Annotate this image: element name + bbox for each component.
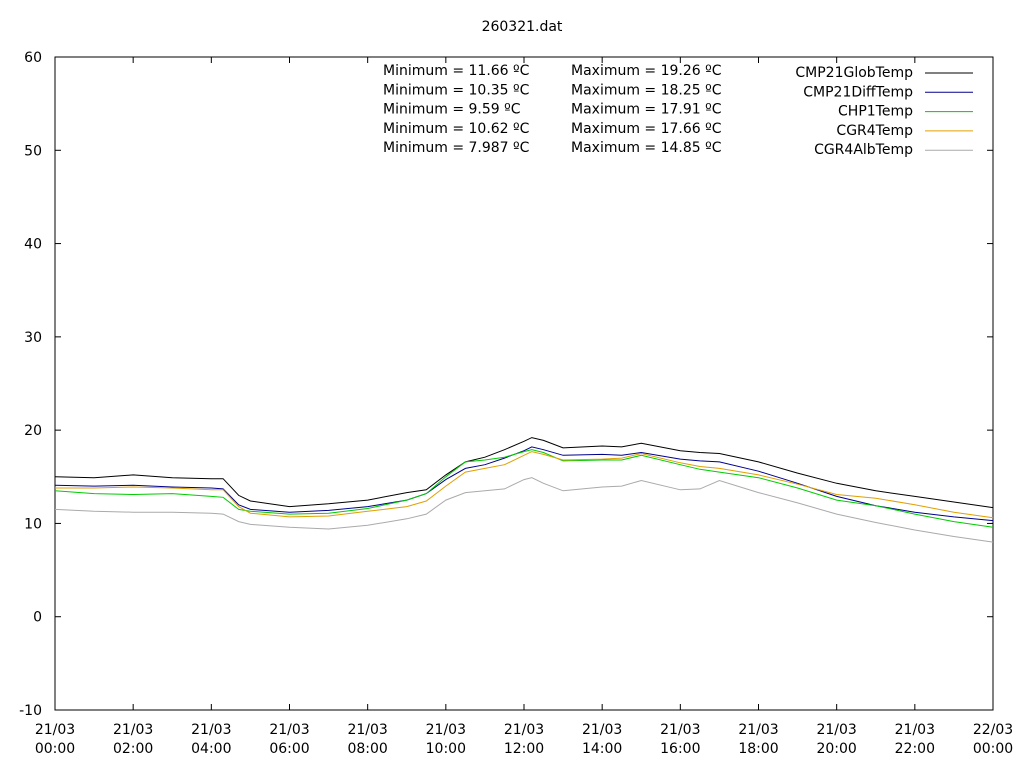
annotation-max: Maximum = 14.85 ºC <box>571 140 722 156</box>
x-tick-date: 21/03 <box>660 722 700 738</box>
legend-label: CGR4Temp <box>836 123 913 139</box>
legend-label: CGR4AlbTemp <box>814 142 913 158</box>
x-tick-time: 14:00 <box>582 741 622 757</box>
annotation-max: Maximum = 17.91 ºC <box>571 102 722 118</box>
legend-label: CMP21DiffTemp <box>803 84 913 100</box>
annotation-min: Minimum = 10.35 ºC <box>383 82 530 98</box>
legend: CMP21GlobTemp CMP21DiffTemp CHP1Temp CGR4Te… <box>795 65 973 158</box>
series-line-cmp21globtemp <box>54 437 994 509</box>
y-tick-label: 20 <box>24 423 42 439</box>
x-tick-time: 00:00 <box>973 741 1013 757</box>
x-tick-time: 06:00 <box>269 741 309 757</box>
x-tick-date: 21/03 <box>35 722 75 738</box>
series-line-chp1temp <box>54 449 994 528</box>
x-tick-date: 21/03 <box>191 722 231 738</box>
annotation-max: Maximum = 19.26 ºC <box>571 63 722 79</box>
min-max-annotations: Minimum = 11.66 ºC Maximum = 19.26 ºC Mini… <box>383 63 722 156</box>
x-tick-date: 21/03 <box>738 722 778 738</box>
series-lines <box>54 437 994 543</box>
y-tick-label: 40 <box>24 237 42 253</box>
x-tick-date: 21/03 <box>347 722 387 738</box>
x-tick-date: 21/03 <box>269 722 309 738</box>
x-tick-time: 20:00 <box>816 741 856 757</box>
annotation-min: Minimum = 10.62 ºC <box>383 121 530 137</box>
series-line-cgr4temp <box>55 451 994 519</box>
series-line-cmp21difftemp <box>54 446 994 522</box>
x-tick-date: 21/03 <box>895 722 935 738</box>
x-tick-date: 21/03 <box>504 722 544 738</box>
x-tick-time: 02:00 <box>113 741 153 757</box>
annotation-min: Minimum = 11.66 ºC <box>383 63 530 79</box>
y-tick-label: 10 <box>24 516 42 532</box>
annotation-min: Minimum = 7.987 ºC <box>383 140 530 156</box>
x-tick-time: 04:00 <box>191 741 231 757</box>
annotation-max: Maximum = 18.25 ºC <box>571 82 722 98</box>
legend-label: CHP1Temp <box>838 104 913 120</box>
x-tick-date: 21/03 <box>426 722 466 738</box>
x-tick-time: 10:00 <box>426 741 466 757</box>
y-tick-label: -10 <box>19 703 42 719</box>
x-tick-date: 21/03 <box>113 722 153 738</box>
annotation-max: Maximum = 17.66 ºC <box>571 121 722 137</box>
x-tick-time: 22:00 <box>895 741 935 757</box>
x-tick-date: 21/03 <box>582 722 622 738</box>
y-tick-label: 60 <box>24 50 42 66</box>
x-tick-date: 22/03 <box>973 722 1013 738</box>
annotation-min: Minimum = 9.59 ºC <box>383 102 521 118</box>
x-tick-time: 16:00 <box>660 741 700 757</box>
series-line-cgr4albtemp <box>54 477 994 543</box>
x-tick-time: 18:00 <box>738 741 778 757</box>
x-axis: 21/03 00:00 21/03 02:00 21/03 04:00 21/03 06:00… <box>35 57 1013 757</box>
legend-label: CMP21GlobTemp <box>795 65 913 81</box>
x-tick-time: 08:00 <box>347 741 387 757</box>
y-axis: -10 0 10 20 30 40 50 60 <box>19 50 993 719</box>
x-tick-time: 12:00 <box>504 741 544 757</box>
x-tick-time: 00:00 <box>35 741 75 757</box>
x-tick-date: 21/03 <box>816 722 856 738</box>
y-tick-label: 50 <box>24 143 42 159</box>
y-tick-label: 0 <box>33 610 42 626</box>
chart-title: 260321.dat <box>482 19 563 35</box>
y-tick-label: 30 <box>24 330 42 346</box>
